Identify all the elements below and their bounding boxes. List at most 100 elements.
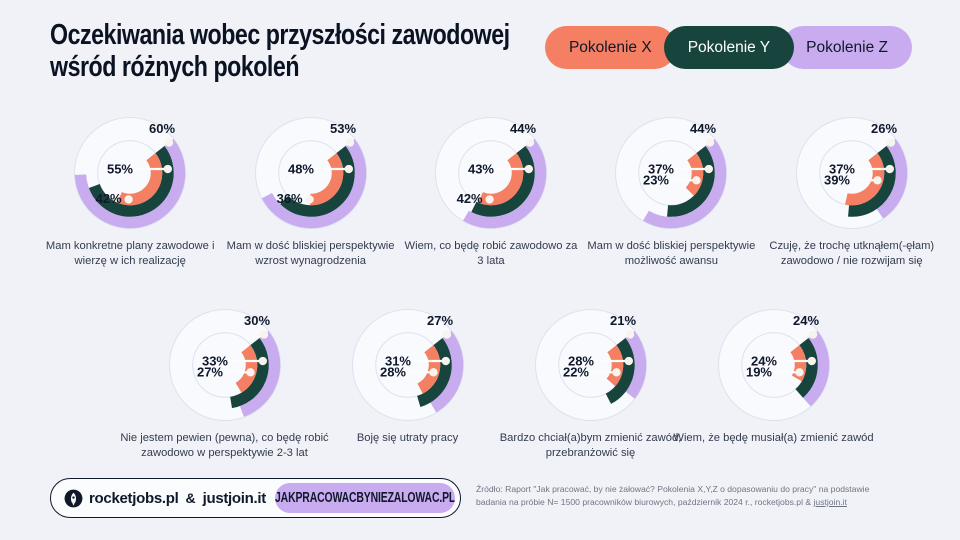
percent-label-x: 28% <box>379 365 405 380</box>
chart-cell: 27% 31% 28% Boję się utraty pracy <box>316 302 499 461</box>
source-text: Źródło: Raport "Jak pracować, by nie żał… <box>476 484 870 507</box>
leader-dot-x <box>692 176 702 185</box>
page-title: Oczekiwania wobec przyszłości zawodowej … <box>50 19 510 83</box>
donut-ring-pokolenie-y <box>667 146 716 217</box>
donut-ring-pokolenie-z <box>802 330 829 407</box>
percent-label-z: 27% <box>426 313 452 328</box>
percent-label-y: 33% <box>201 353 227 368</box>
percent-label-y: 37% <box>648 161 674 176</box>
leader-dot-x <box>873 176 882 185</box>
donut-chart: 26% 37%39% <box>795 117 908 229</box>
donut-chart: 53% 48% 36% <box>254 117 367 229</box>
donut-chart: 27% 31%28% <box>351 309 464 421</box>
donut-ring-pokolenie-y <box>604 338 635 404</box>
chart-cell: 44% 43% 42% Wiem, co będę robić zawodowo za… <box>401 110 581 269</box>
chart-caption: Czuję, że trochę utknąłem(-ęłam) zawodow… <box>769 240 935 267</box>
donut-ring-pokolenie-x <box>309 153 343 206</box>
percent-label-x: 19% <box>745 365 771 380</box>
leader-dot-x <box>485 195 494 204</box>
leader-dot-z <box>164 138 174 147</box>
donut-chart: 60% 55% 42% <box>74 117 187 229</box>
leader-dot-z <box>808 330 817 339</box>
source-note: Źródło: Raport "Jak pracować, by nie żał… <box>476 483 896 509</box>
rocketjobs-logo-icon <box>64 489 83 508</box>
donut-chart: 30% 33%27% <box>168 309 281 421</box>
percent-label-y: 31% <box>384 353 410 368</box>
chart-caption: Bardzo chciał(a)bym zmienić zawód, przeb… <box>499 432 682 459</box>
donut-chart: 44% 43% 42% <box>434 117 547 229</box>
percent-label-x: 23% <box>643 173 669 188</box>
chart-caption: Mam konkretne plany zawodowe i wierzę w … <box>45 240 215 267</box>
brand-bar: rocketjobs.pl & justjoin.it JAKPRACOWACB… <box>50 478 461 518</box>
leader-dot-y <box>885 164 894 174</box>
chart-cell: 24% 24% 19% Wiem, że będę musiał(a) zmienić… <box>673 302 874 461</box>
donut-ring-pokolenie-y <box>279 146 355 217</box>
donut-chart: 24%24%19% <box>717 309 830 421</box>
percent-label-y: 24% <box>750 353 776 368</box>
chart-cell: 44% 37% 23% Mam w dość bliskiej perspektywi… <box>581 110 761 269</box>
donut-ring-pokolenie-y <box>416 338 452 407</box>
leader-dot-z <box>525 138 535 147</box>
donut-ring-pokolenie-z <box>74 138 186 229</box>
leader-dot-z <box>259 330 268 339</box>
leader-dot-y <box>624 356 633 366</box>
leader-dot-z <box>886 138 895 147</box>
leader-dot-y <box>163 164 173 174</box>
chart-inner-circle <box>557 332 624 398</box>
leader-dot-y <box>258 356 267 366</box>
percent-label-y: 55% <box>107 161 133 176</box>
chart-caption: Boję się utraty pracy <box>356 432 459 444</box>
percent-label-y: 37% <box>829 161 855 176</box>
chart-caption: Nie jestem pewien (pewna), co będę robić… <box>120 432 329 459</box>
chart-caption: Mam w dość bliskiej perspektywie możliwo… <box>587 240 756 267</box>
leader-dot-x <box>124 195 134 204</box>
donut-ring-pokolenie-z <box>463 138 547 229</box>
percent-label-z: 44% <box>510 121 536 136</box>
donut-ring-pokolenie-z <box>876 138 907 219</box>
brand-justjoin: justjoin.it <box>202 489 267 507</box>
leader-dot-z <box>706 138 715 147</box>
leader-dot-y <box>704 164 714 174</box>
percent-label-z: 60% <box>149 121 175 136</box>
chart-caption: Wiem, co będę robić zawodowo za 3 lata <box>404 240 578 267</box>
donut-chart: 44% 37%23% <box>615 117 728 229</box>
leader-dot-x <box>245 368 255 377</box>
donut-ring-pokolenie-x <box>605 345 623 387</box>
leader-dot-y <box>807 356 816 366</box>
percent-label-y: 48% <box>288 161 314 176</box>
leader-dot-x <box>611 368 621 377</box>
leader-dot-y <box>524 164 533 174</box>
charts-row-2: 30% 33% 27% Nie jestem pewien (pewna), co b… <box>120 302 874 461</box>
percent-label-x: 42% <box>457 191 483 206</box>
leader-dot-z <box>442 330 451 339</box>
percent-label-y: 43% <box>468 161 494 176</box>
source-link-justjoin[interactable]: justjoin.it <box>813 496 847 507</box>
chart-cell: 53% 48% 36% Mam w dość bliskiej perspektywi… <box>220 110 400 269</box>
donut-ring-pokolenie-y <box>471 146 535 217</box>
generation-legend: Pokolenie X Pokolenie Y Pokolenie Z <box>544 26 912 69</box>
leader-dot-y <box>441 356 450 366</box>
percent-label-z: 44% <box>690 121 716 136</box>
chart-caption: Mam w dość bliskiej perspektywie wzrost … <box>226 240 395 267</box>
donut-ring-pokolenie-z <box>643 138 727 229</box>
chart-cell: 21% 28% 22% Bardzo chciał(a)bym zmienić zaw… <box>499 302 682 461</box>
leader-dot-z <box>625 330 634 339</box>
donut-ring-pokolenie-z <box>624 330 646 399</box>
leader-dot-x <box>428 368 438 377</box>
donut-chart: 21% 28%22% <box>534 309 647 421</box>
leader-dot-z <box>345 138 354 147</box>
brand-website-label: JAKPRACOWACBYNIEZALOWAC.PL <box>274 490 455 506</box>
donut-ring-pokolenie-y <box>794 338 818 398</box>
percent-label-z: 24% <box>792 313 818 328</box>
brand-website-pill[interactable]: JAKPRACOWACBYNIEZALOWAC.PL <box>274 483 455 513</box>
donut-ring-pokolenie-z <box>239 330 280 417</box>
legend-pill-pokolenie-y: Pokolenie Y <box>663 26 795 69</box>
donut-ring-pokolenie-x <box>844 153 884 206</box>
percent-label-y: 28% <box>567 353 593 368</box>
donut-ring-pokolenie-y <box>847 146 896 217</box>
donut-ring-pokolenie-z <box>261 138 366 229</box>
percent-label-x: 27% <box>196 365 222 380</box>
leader-dot-x <box>304 195 314 204</box>
leader-dot-y <box>344 164 353 174</box>
chart-cell: 26% 37% 39% Czuję, że trochę utknąłem(-ęłam… <box>762 110 942 269</box>
